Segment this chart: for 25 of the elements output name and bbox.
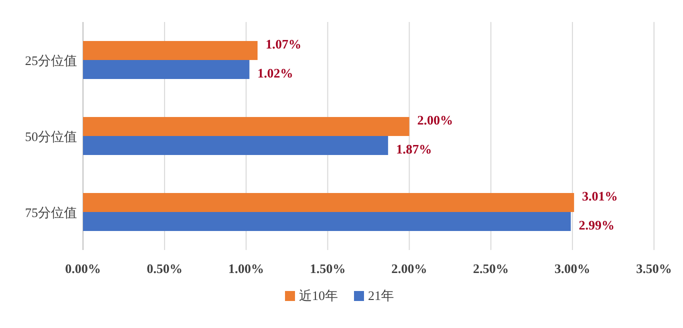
x-tick-label: 2.00%: [391, 261, 428, 276]
x-tick-label: 2.50%: [472, 261, 509, 276]
bar: [83, 212, 571, 231]
bar: [83, 136, 388, 155]
y-tick-label: 50分位值: [25, 129, 77, 144]
data-label: 1.07%: [266, 36, 302, 52]
x-tick-label: 3.50%: [636, 261, 672, 276]
bar: [83, 60, 250, 79]
y-tick-label: 75分位值: [25, 205, 77, 220]
y-tick-label: 25分位值: [25, 53, 77, 68]
bar: [83, 41, 258, 60]
x-tick-label: 1.00%: [228, 261, 264, 276]
data-label: 1.87%: [396, 142, 432, 156]
legend-label: 近10年: [299, 288, 338, 303]
data-label: 3.01%: [582, 188, 618, 204]
data-label: 2.99%: [578, 218, 615, 232]
bar: [83, 193, 574, 212]
legend-label: 21年: [368, 288, 394, 303]
bar: [83, 117, 410, 136]
x-tick-label: 0.00%: [65, 261, 101, 276]
data-label: 1.02%: [257, 66, 294, 80]
x-tick-label: 1.50%: [310, 261, 346, 276]
data-label: 2.00%: [417, 112, 454, 128]
x-tick-label: 3.00%: [554, 261, 590, 276]
x-tick-label: 0.50%: [146, 261, 182, 276]
